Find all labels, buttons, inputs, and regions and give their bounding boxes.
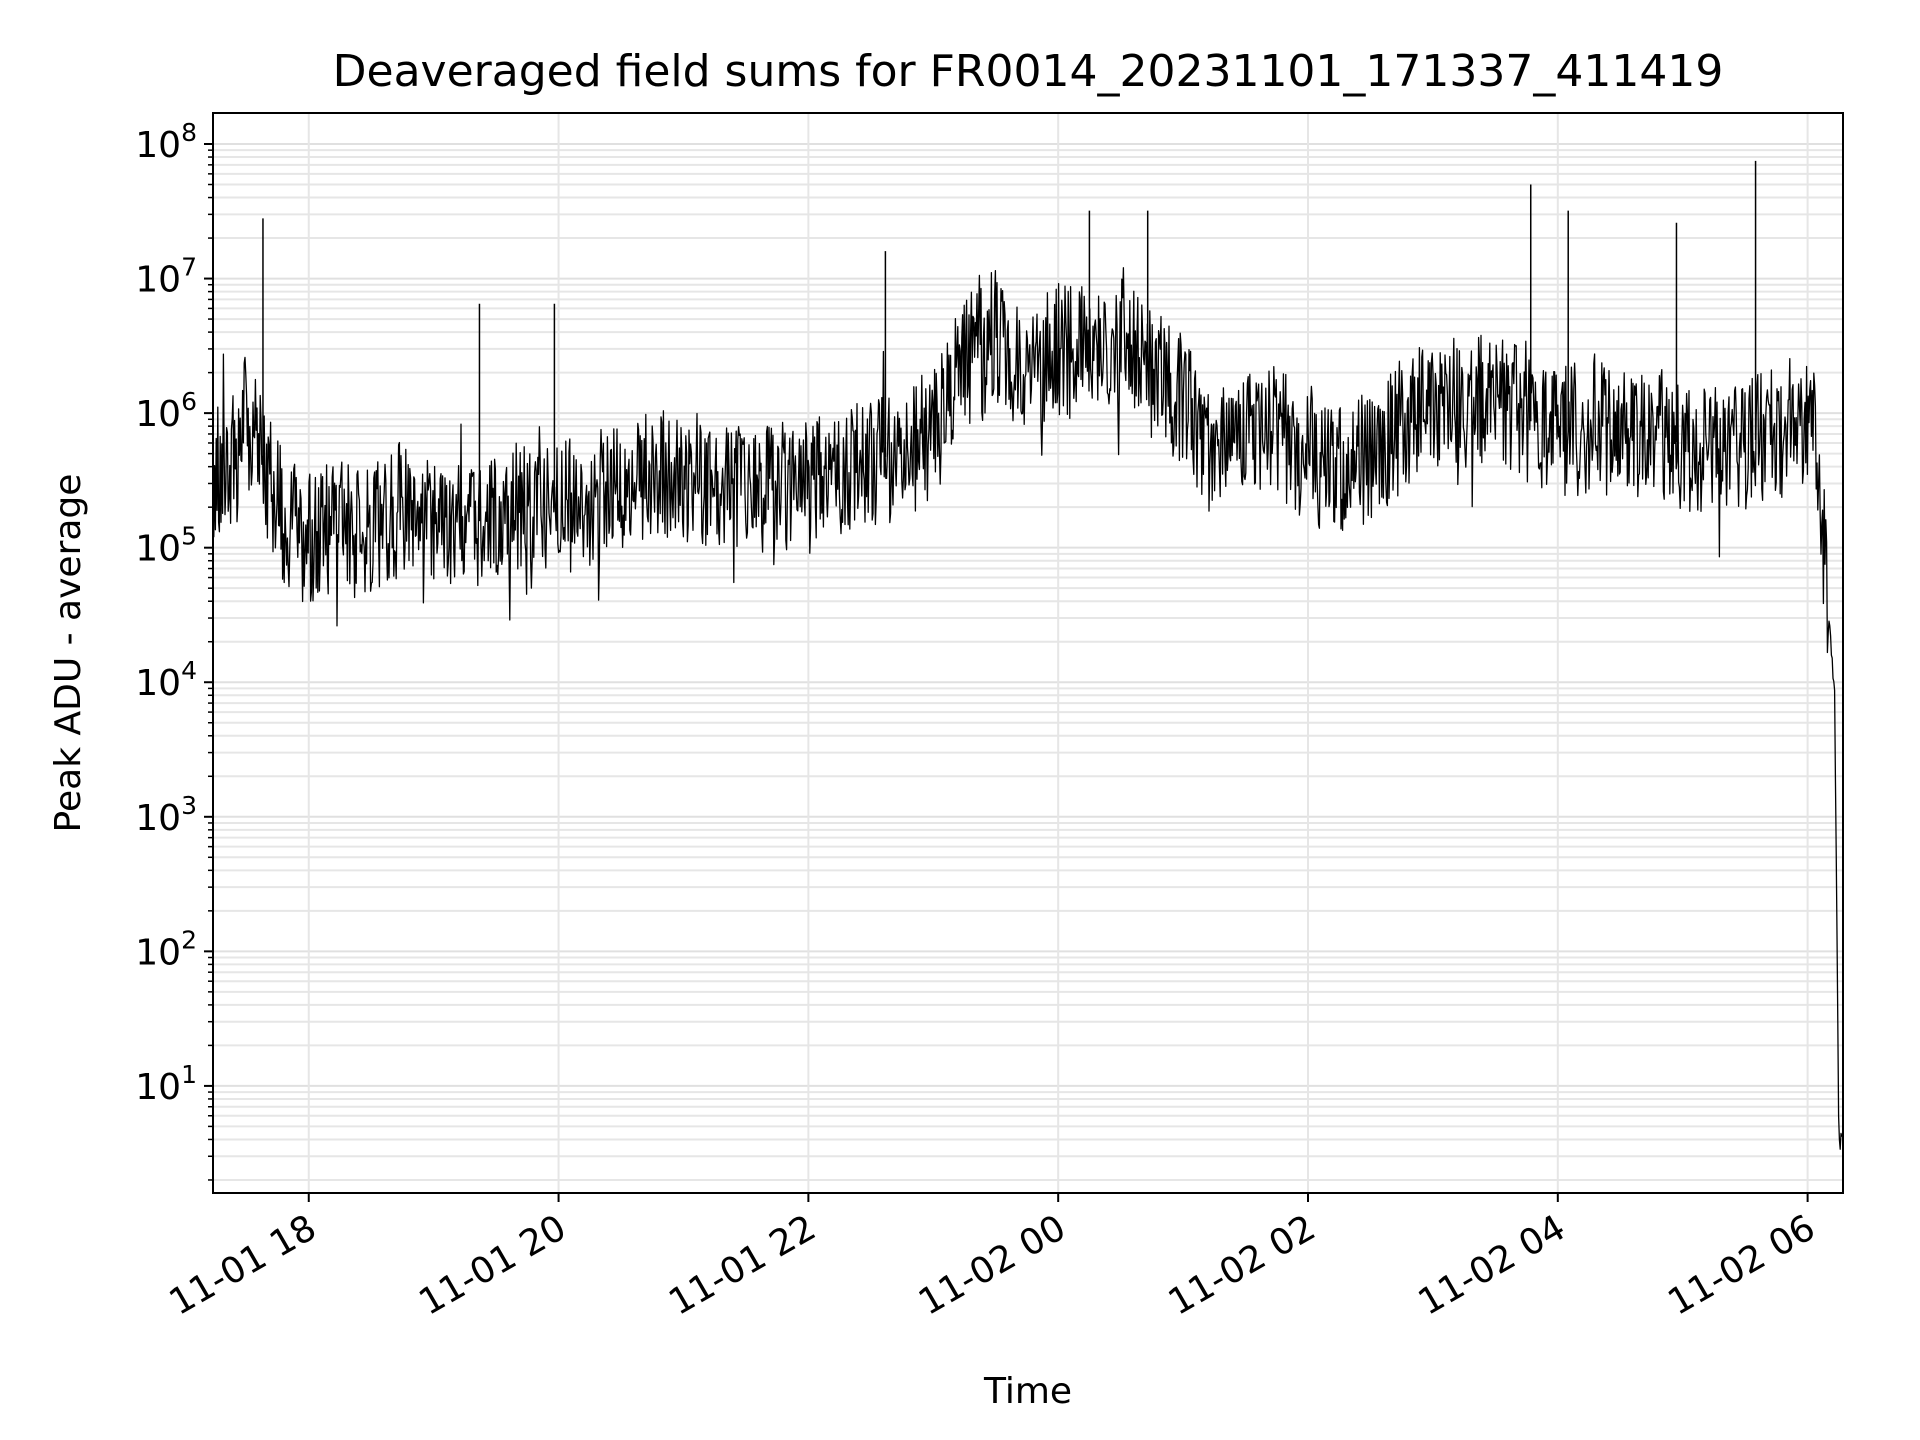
y-tick-label: 103 [135,791,197,839]
y-tick-base: 10 [135,260,181,301]
y-tick-exponent: 4 [181,656,197,685]
y-tick-exponent: 6 [181,387,197,416]
x-axis-label: Time [983,1371,1072,1412]
y-tick-exponent: 3 [181,791,197,820]
series-group [212,160,1843,1150]
y-tick-exponent: 5 [181,522,197,551]
series-line [212,267,1843,1150]
y-axis-label: Peak ADU - average [48,474,89,833]
chart-title: Deaveraged field sums for FR0014_2023110… [333,46,1724,97]
y-tick-base: 10 [135,663,181,704]
y-tick-base: 10 [135,1067,181,1108]
y-tick-label: 101 [135,1060,197,1108]
grid [213,113,1843,1193]
y-tick-label: 102 [135,925,197,973]
y-tick-exponent: 7 [181,253,197,282]
y-tick-label: 104 [135,656,197,704]
y-tick-base: 10 [135,798,181,839]
y-tick-label: 105 [135,522,197,570]
y-tick-label: 106 [135,387,197,435]
y-tick-base: 10 [135,125,181,166]
y-tick-exponent: 8 [181,118,197,147]
y-tick-base: 10 [135,394,181,435]
y-tick-base: 10 [135,932,181,973]
plot-frame [212,112,1844,1194]
y-tick-exponent: 1 [181,1060,197,1089]
y-tick-exponent: 2 [181,925,197,954]
y-tick-label: 107 [135,253,197,301]
y-tick-label: 108 [135,118,197,166]
y-tick-base: 10 [135,529,181,570]
